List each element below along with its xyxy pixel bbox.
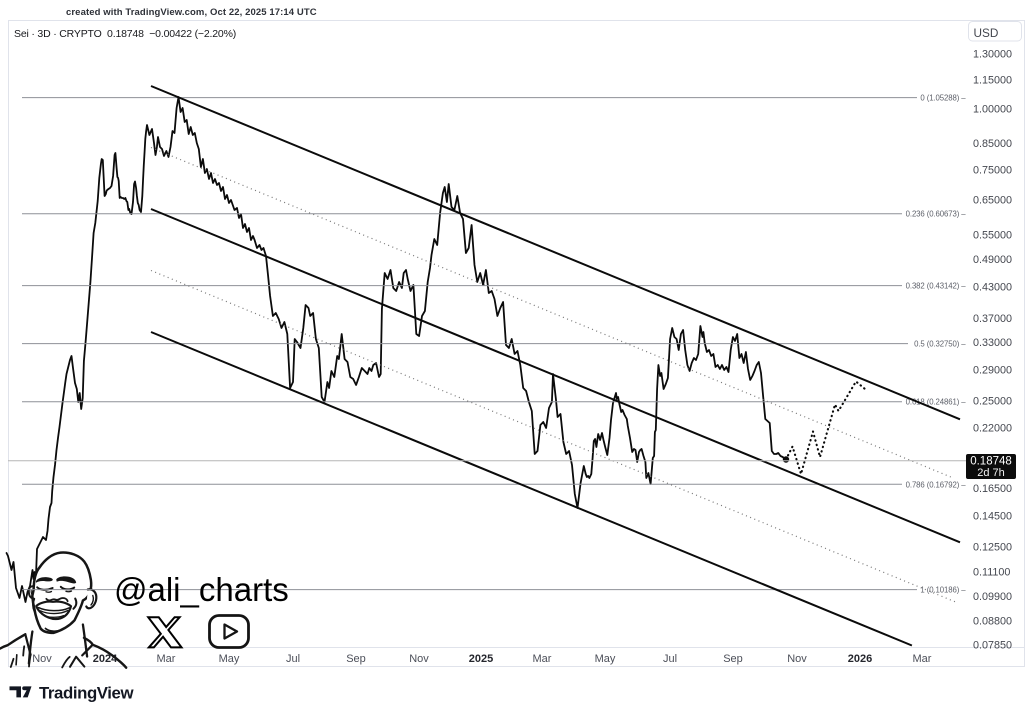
svg-text:0.5 (0.32750) –: 0.5 (0.32750) – <box>914 340 966 349</box>
svg-text:USD: USD <box>974 26 999 40</box>
svg-text:Nov: Nov <box>787 653 807 665</box>
svg-text:Mar: Mar <box>913 653 932 665</box>
svg-text:Mar: Mar <box>157 653 176 665</box>
svg-text:0.65000: 0.65000 <box>973 194 1012 206</box>
svg-text:TradingView: TradingView <box>39 684 134 703</box>
svg-text:Jul: Jul <box>663 653 677 665</box>
svg-text:0.11100: 0.11100 <box>973 567 1010 579</box>
svg-text:0.18748: 0.18748 <box>970 456 1012 468</box>
svg-text:Nov: Nov <box>409 653 429 665</box>
svg-text:0.22000: 0.22000 <box>973 423 1012 435</box>
svg-text:0.618 (0.24861) –: 0.618 (0.24861) – <box>906 398 967 407</box>
svg-text:Nov: Nov <box>32 653 52 665</box>
svg-text:Jul: Jul <box>286 653 300 665</box>
svg-text:0.236 (0.60673) –: 0.236 (0.60673) – <box>906 210 967 219</box>
svg-text:0.43000: 0.43000 <box>973 282 1012 294</box>
svg-text:0.85000: 0.85000 <box>973 138 1012 150</box>
svg-text:2024: 2024 <box>93 653 118 665</box>
svg-text:0.16500: 0.16500 <box>973 483 1012 495</box>
svg-text:1.30000: 1.30000 <box>973 48 1012 60</box>
svg-text:0.33000: 0.33000 <box>973 337 1012 349</box>
svg-text:@ali_charts: @ali_charts <box>114 571 289 608</box>
svg-text:0.382 (0.43142) –: 0.382 (0.43142) – <box>906 282 967 291</box>
svg-text:Sep: Sep <box>723 653 743 665</box>
svg-text:May: May <box>595 653 616 665</box>
svg-text:May: May <box>219 653 240 665</box>
svg-text:0.09900: 0.09900 <box>973 591 1012 603</box>
svg-text:0.07850: 0.07850 <box>973 640 1012 652</box>
svg-text:0.786 (0.16792) –: 0.786 (0.16792) – <box>906 480 967 489</box>
svg-text:0.49000: 0.49000 <box>973 254 1012 266</box>
svg-text:0.37000: 0.37000 <box>973 313 1012 325</box>
svg-text:0.75000: 0.75000 <box>973 164 1012 176</box>
svg-text:0 (1.05288) –: 0 (1.05288) – <box>920 94 966 103</box>
svg-text:1.15000: 1.15000 <box>973 74 1012 86</box>
svg-text:0.29000: 0.29000 <box>973 364 1012 376</box>
svg-text:0.08800: 0.08800 <box>973 616 1012 628</box>
svg-text:2d 7h: 2d 7h <box>977 467 1005 479</box>
svg-text:1.00000: 1.00000 <box>973 104 1012 116</box>
svg-text:2026: 2026 <box>848 653 872 665</box>
svg-text:0.25000: 0.25000 <box>973 396 1012 408</box>
svg-text:0.14500: 0.14500 <box>973 510 1012 522</box>
svg-text:2025: 2025 <box>469 653 493 665</box>
svg-text:Mar: Mar <box>533 653 552 665</box>
svg-text:1 (0.10186) –: 1 (0.10186) – <box>920 586 966 595</box>
svg-text:created with TradingView.com,: created with TradingView.com, Oct 22, 20… <box>66 7 317 18</box>
svg-text:Sei · 3D · CRYPTO 0.18748 −0: Sei · 3D · CRYPTO 0.18748 −0.00422 (−2.2… <box>14 28 236 40</box>
svg-text:0.55000: 0.55000 <box>973 230 1012 242</box>
svg-text:0.12500: 0.12500 <box>973 542 1012 554</box>
svg-text:Sep: Sep <box>346 653 366 665</box>
